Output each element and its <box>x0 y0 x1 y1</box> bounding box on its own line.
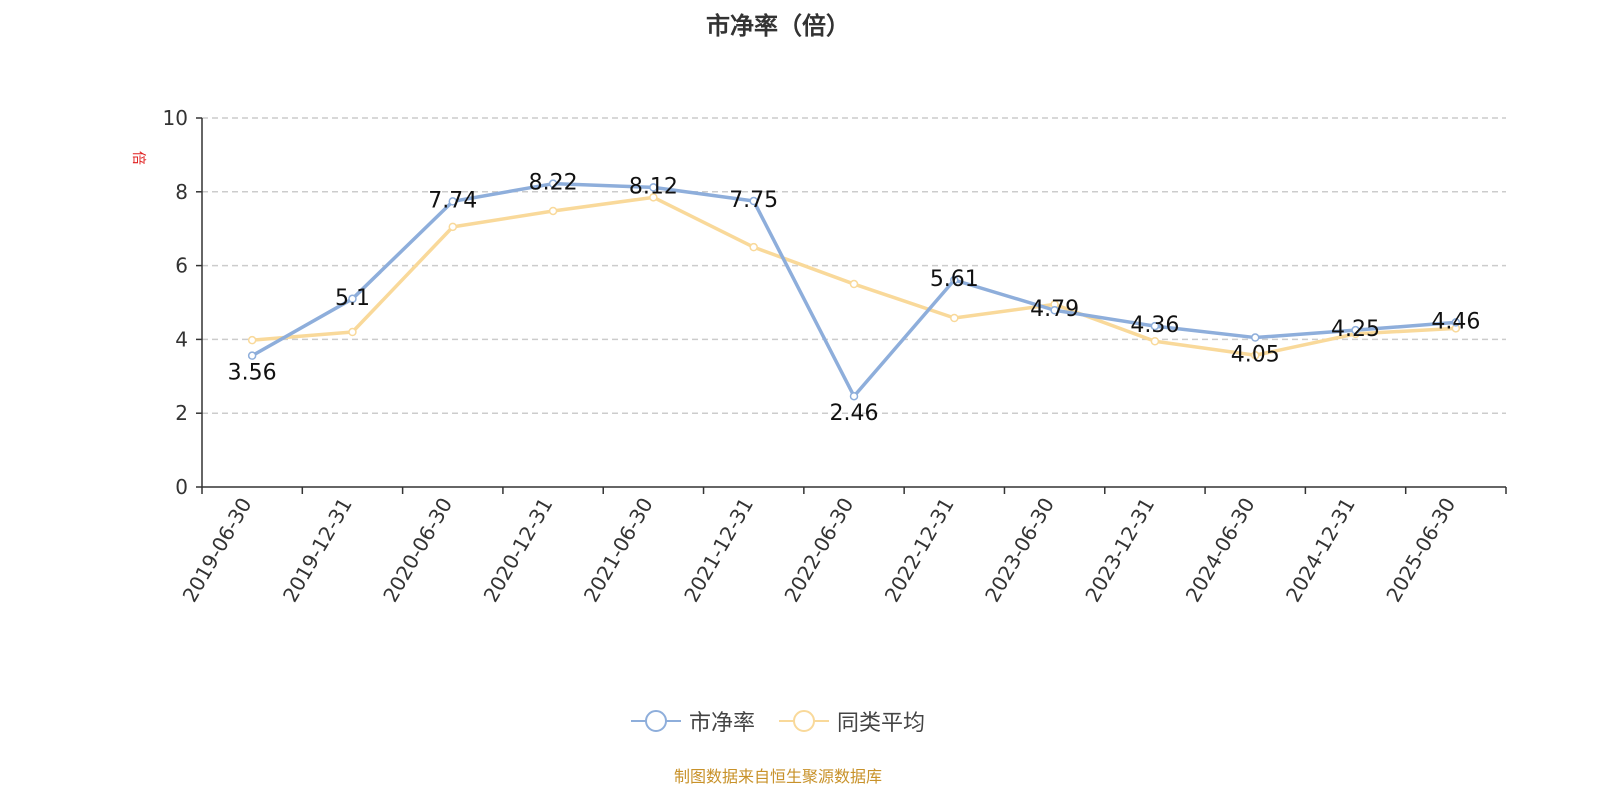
series-lines <box>247 179 1461 401</box>
chart-title: 市净率（倍） <box>706 12 850 40</box>
series-0-point-1[interactable] <box>348 294 357 304</box>
series-0-point-3[interactable] <box>548 179 558 188</box>
y-tick-label-0: 0 <box>175 475 188 499</box>
y-tick-label-4: 8 <box>175 180 188 204</box>
y-tick-label-3: 6 <box>175 254 188 278</box>
legend-marker-series-0-icon <box>630 710 681 732</box>
series-0-point-0[interactable] <box>247 351 257 360</box>
data-labels: 3.56 5.1 7.74 8.22 8.12 7.75 2.46 5.61 4.79 4.36 4… <box>228 171 1481 427</box>
series-1-point-0[interactable] <box>247 335 257 345</box>
series-0-point-8[interactable] <box>1050 305 1059 315</box>
series-0-point-11[interactable] <box>1351 325 1360 335</box>
x-tick-label-5: 2021-12-31 <box>679 494 758 607</box>
legend-label-series-1: 同类平均 <box>837 711 926 736</box>
series-1-point-9[interactable] <box>1150 336 1160 346</box>
series-1-point-6[interactable] <box>849 279 859 289</box>
series-1-point-2[interactable] <box>448 222 458 232</box>
x-tick-label-1: 2019-12-31 <box>278 494 357 607</box>
y-tick-label-1: 2 <box>175 401 188 425</box>
data-label-0: 3.56 <box>228 361 277 386</box>
series-0-point-4[interactable] <box>649 183 658 192</box>
data-label-4: 8.12 <box>629 174 678 199</box>
data-label-6: 2.46 <box>830 401 879 426</box>
series-1-point-5[interactable] <box>749 242 758 252</box>
x-tick-label-11: 2024-12-31 <box>1281 494 1360 607</box>
legend-label-series-0: 市净率 <box>688 711 755 736</box>
series-0-point-2[interactable] <box>448 197 458 206</box>
x-tick-label-2: 2020-06-30 <box>378 494 457 607</box>
x-tick-label-8: 2023-06-30 <box>980 494 1059 607</box>
legend-item-series-1[interactable]: 同类平均 <box>779 705 925 737</box>
data-label-5: 7.75 <box>729 188 778 213</box>
data-label-12: 4.46 <box>1431 309 1480 334</box>
data-label-2: 7.74 <box>428 188 477 213</box>
series-0-point-9[interactable] <box>1150 321 1160 331</box>
data-label-3: 8.22 <box>529 171 578 196</box>
data-label-8: 4.79 <box>1030 297 1079 322</box>
series-1-point-10[interactable] <box>1250 351 1260 360</box>
data-label-9: 4.36 <box>1130 313 1179 338</box>
series-1-point-1[interactable] <box>348 327 357 337</box>
x-tick-label-4: 2021-06-30 <box>579 494 658 607</box>
x-tick-label-7: 2022-12-31 <box>880 493 959 606</box>
y-tick-label-5: 10 <box>163 106 188 130</box>
x-tick-label-3: 2020-12-31 <box>479 494 558 607</box>
source-footer: 制图数据来自恒生聚源数据库 <box>673 767 882 786</box>
series-0-point-12[interactable] <box>1451 318 1461 327</box>
data-label-1: 5.1 <box>335 286 370 311</box>
x-tick-label-10: 2024-06-30 <box>1181 494 1260 607</box>
legend-item-series-0[interactable]: 市净率 <box>630 705 755 737</box>
x-tick-label-6: 2022-06-30 <box>779 494 858 607</box>
y-tick-label-2: 4 <box>175 327 188 351</box>
x-tick-label-12: 2025-06-30 <box>1381 494 1460 607</box>
x-tick-label-9: 2023-12-31 <box>1080 494 1159 607</box>
data-label-7: 5.61 <box>930 267 979 292</box>
series-0-point-7[interactable] <box>950 275 959 285</box>
data-label-10: 4.05 <box>1231 343 1280 368</box>
series-1-point-4[interactable] <box>649 193 658 202</box>
series-0-point-6[interactable] <box>849 391 859 401</box>
legend: 市净率 同类平均 <box>0 705 1556 737</box>
data-label-11: 4.25 <box>1331 317 1380 342</box>
series-1-point-7[interactable] <box>950 313 959 323</box>
x-tick-label-0: 2019-06-30 <box>178 494 257 607</box>
series-0-point-5[interactable] <box>749 196 758 206</box>
series-1-point-3[interactable] <box>548 206 558 216</box>
legend-marker-series-1-icon <box>779 710 829 732</box>
series-0-point-10[interactable] <box>1250 333 1260 342</box>
grid-lines <box>202 117 1506 414</box>
